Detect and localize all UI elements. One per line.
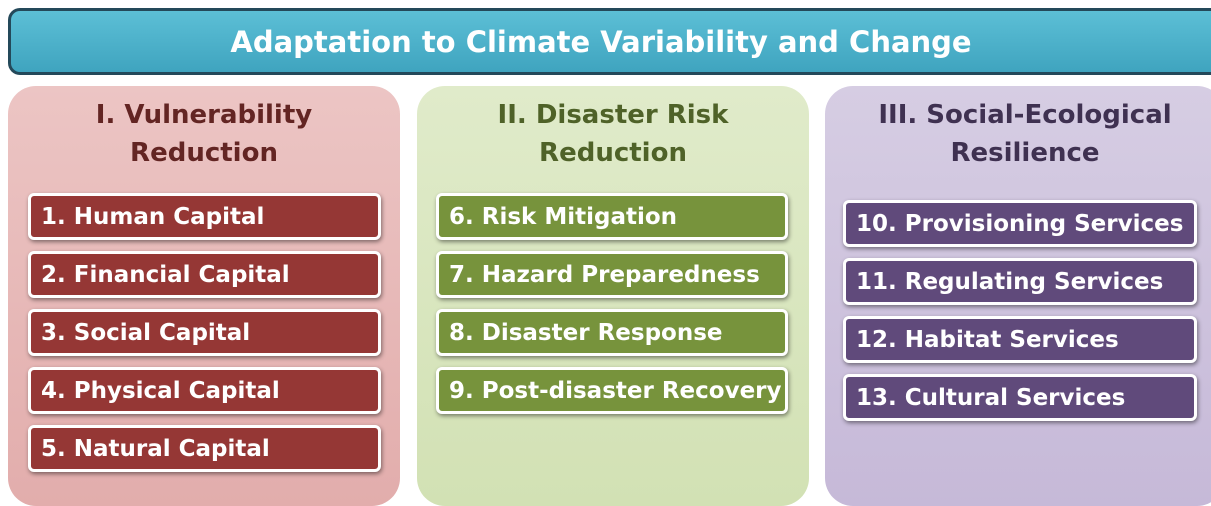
title: Adaptation to Climate Variability and Ch… <box>230 24 972 59</box>
list-item: 5. Natural Capital <box>28 425 381 472</box>
list-item: 11. Regulating Services <box>843 258 1197 305</box>
list-item: 10. Provisioning Services <box>843 200 1197 247</box>
list-item: 12. Habitat Services <box>843 316 1197 363</box>
heading-line: I. Vulnerability <box>95 100 313 130</box>
diagram: {"title": "Adaptation to Climate Variabi… <box>8 8 1211 506</box>
list-item: 6. Risk Mitigation <box>436 193 788 240</box>
title-bar: Adaptation to Climate Variability and Ch… <box>8 8 1211 75</box>
heading-line: Reduction <box>130 138 278 168</box>
list-item: 13. Cultural Services <box>843 374 1197 421</box>
heading-line: III. Social-Ecological <box>878 100 1172 130</box>
panel-heading: I. Vulnerability Reduction <box>8 96 400 172</box>
heading-line: Reduction <box>539 138 687 168</box>
panel-heading: III. Social-Ecological Resilience <box>825 96 1211 172</box>
heading-line: II. Disaster Risk <box>497 100 729 130</box>
heading-line: Resilience <box>950 138 1100 168</box>
list-item: 9. Post-disaster Recovery <box>436 367 788 414</box>
panel-heading: II. Disaster Risk Reduction <box>417 96 809 172</box>
list-item: 7. Hazard Preparedness <box>436 251 788 298</box>
list-item: 8. Disaster Response <box>436 309 788 356</box>
list-item: 4. Physical Capital <box>28 367 381 414</box>
list-item: 1. Human Capital <box>28 193 381 240</box>
list-item: 3. Social Capital <box>28 309 381 356</box>
list-item: 2. Financial Capital <box>28 251 381 298</box>
